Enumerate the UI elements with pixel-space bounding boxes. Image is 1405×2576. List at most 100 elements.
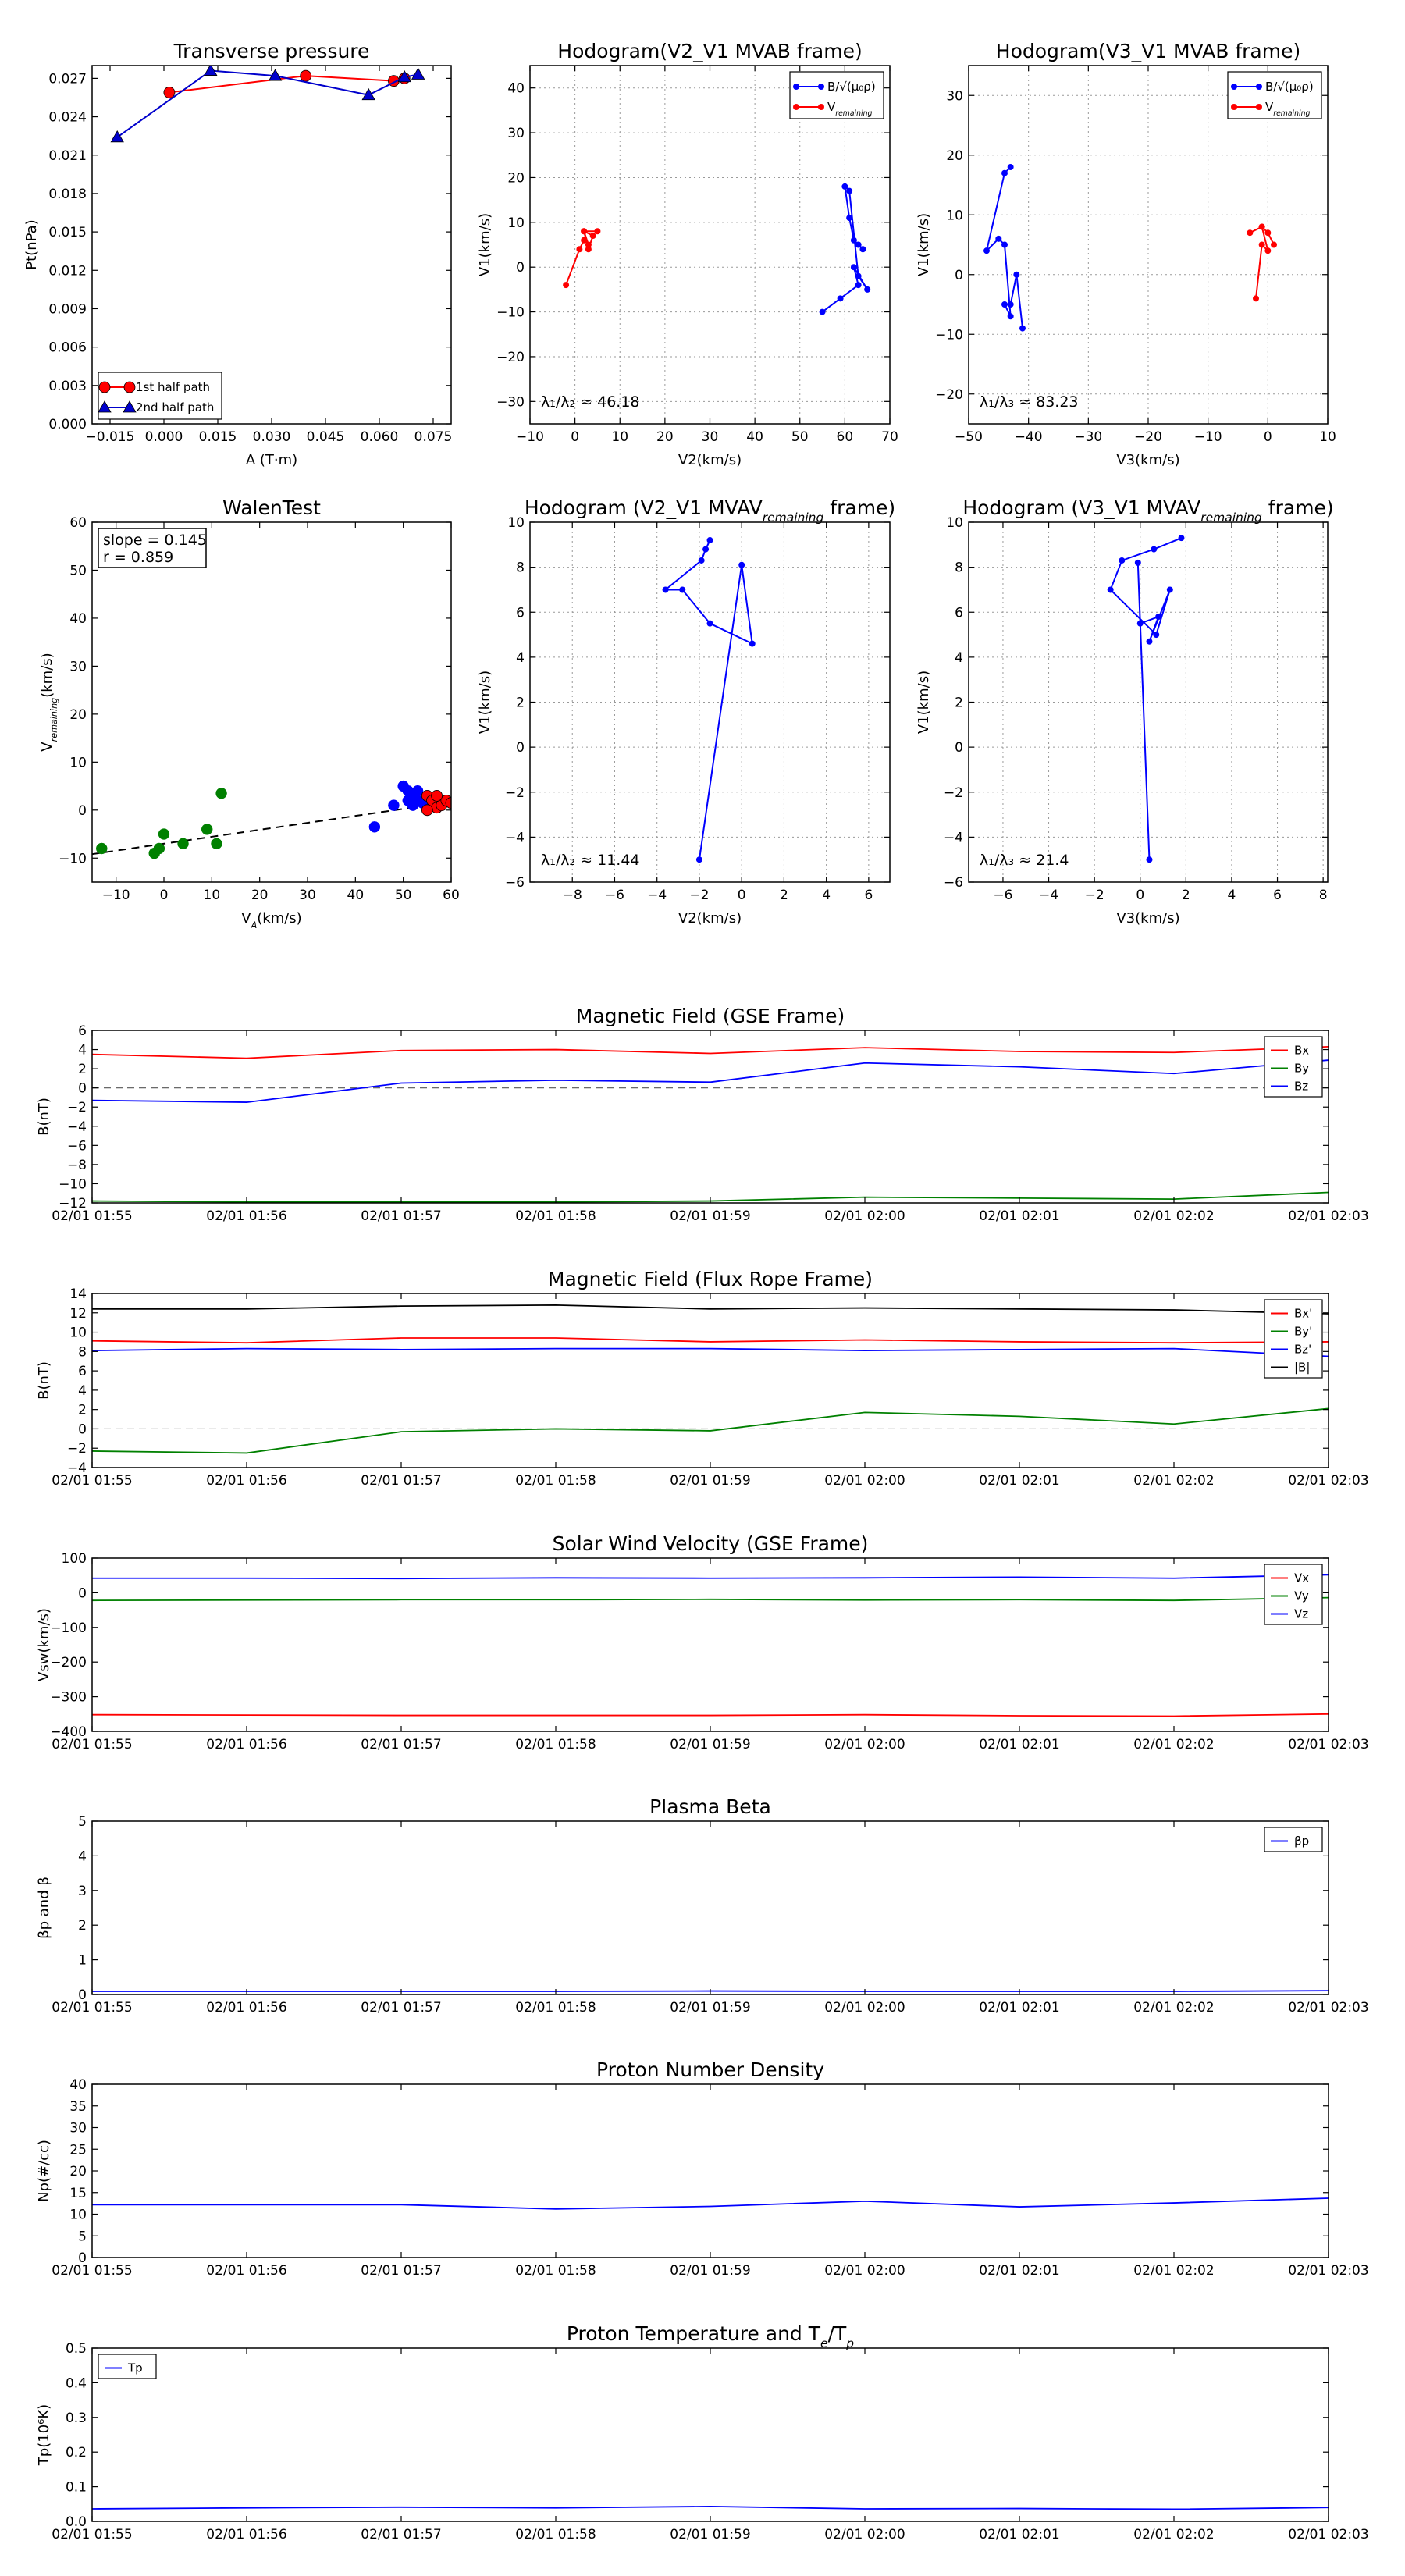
- data-point: [1146, 856, 1153, 863]
- legend-label-part: remaining: [835, 109, 872, 118]
- data-point: [1264, 247, 1272, 254]
- data-point: [1013, 271, 1020, 278]
- chart-title-part: frame): [823, 496, 895, 519]
- legend-label: Vremaining: [827, 100, 873, 118]
- hodogram-v2-v1-mvab-chart: −10 0 10 20 30 40 50 60 70 −30 −20 −10 0 10 20 30 40 Hodo…: [477, 40, 898, 468]
- y-tick-label: 0.003: [48, 379, 87, 394]
- y-tick-label: 10: [69, 1325, 87, 1341]
- data-point: [563, 282, 570, 289]
- legend-marker: [1256, 104, 1262, 110]
- legend-label: B/√(μ₀ρ): [827, 80, 876, 94]
- x-tick-label: −0.015: [86, 429, 135, 445]
- y-tick-label: 8: [955, 560, 963, 576]
- y-tick-label: 0: [78, 803, 87, 819]
- stats-box: [98, 528, 207, 568]
- x-tick-label: 0: [1136, 888, 1144, 903]
- y-tick-label: 0: [955, 740, 963, 756]
- y-tick-label: 8: [516, 560, 525, 576]
- legend-box: [1227, 71, 1322, 119]
- data-point: [698, 557, 705, 564]
- legend-marker: [98, 400, 112, 413]
- x-tick-label: 02/01 02:03: [1288, 1208, 1368, 1224]
- legend-marker: [818, 84, 824, 90]
- y-tick-label: 0.3: [66, 2411, 87, 2426]
- x-axis-label: VA(km/s): [241, 910, 301, 930]
- y-tick-label: 8: [78, 1344, 87, 1360]
- y-tick-label: −30: [496, 394, 525, 410]
- x-tick-label: 20: [656, 429, 674, 445]
- y-tick-label: 10: [507, 515, 525, 531]
- magnetic-field-flux-rope-chart: 02/01 01:55 02/01 01:56 02/01 01:57 02/01 0…: [36, 1268, 1369, 1489]
- legend-label: By': [1294, 1325, 1312, 1339]
- y-tick-label: −10: [935, 327, 963, 343]
- y-tick-label: 0: [78, 1585, 87, 1601]
- fit-line: [91, 801, 452, 856]
- y-axis-label-part: V: [39, 742, 55, 752]
- y-axis-label: V1(km/s): [477, 671, 493, 734]
- legend-label-part: remaining: [1273, 109, 1310, 118]
- chart-title: Solar Wind Velocity (GSE Frame): [553, 1532, 869, 1555]
- proton-number-density-chart: 02/01 01:55 02/01 01:56 02/01 01:57 02/01 0…: [36, 2058, 1369, 2279]
- x-tick-label: 02/01 01:56: [206, 1208, 286, 1224]
- y-axis-label: Vremaining(km/s): [39, 653, 59, 751]
- x-tick-label: 02/01 02:03: [1288, 1737, 1368, 1752]
- y-tick-label: 0.012: [48, 263, 87, 279]
- data-point: [1151, 546, 1158, 553]
- series-line-2: [92, 1574, 1329, 1580]
- series-line-0: [985, 166, 1023, 329]
- y-tick-label: −4: [67, 1119, 87, 1135]
- data-point: [662, 586, 669, 593]
- x-tick-label: 02/01 01:56: [206, 1737, 286, 1752]
- y-tick-label: 0.4: [66, 2375, 87, 2391]
- legend-marker: [1231, 84, 1237, 90]
- y-tick-label: 5: [78, 2229, 87, 2244]
- y-tick-label: −4: [944, 830, 963, 845]
- chart-title-part: e: [820, 2336, 828, 2350]
- legend-box: [1264, 1036, 1323, 1098]
- legend-box: [98, 372, 222, 420]
- y-tick-label: 60: [69, 515, 87, 531]
- y-tick-label: 35: [69, 2099, 87, 2115]
- x-tick-label: 02/01 02:03: [1288, 1473, 1368, 1489]
- x-tick-label: 02/01 01:58: [515, 1737, 596, 1752]
- x-tick-label: 0: [571, 429, 579, 445]
- legend-label: Bz: [1294, 1080, 1308, 1094]
- x-tick-label: 02/01 01:59: [670, 2527, 750, 2542]
- y-tick-label: 5: [78, 1814, 87, 1830]
- y-tick-label: 2: [78, 1062, 87, 1077]
- chart-title-part: /T: [828, 2322, 847, 2345]
- x-tick-label: −10: [516, 429, 544, 445]
- y-tick-label: −100: [50, 1621, 87, 1636]
- x-tick-label: 20: [251, 888, 269, 903]
- legend-label-part: B/√(μ₀ρ): [827, 80, 876, 94]
- y-tick-label: 15: [69, 2186, 87, 2201]
- y-tick-label: −20: [935, 387, 963, 403]
- x-tick-label: 10: [204, 888, 221, 903]
- legend-label: 2nd half path: [136, 400, 214, 415]
- y-tick-label: 20: [69, 2164, 87, 2179]
- x-axis-label-part: A: [251, 920, 258, 930]
- data-point: [706, 537, 713, 544]
- x-tick-label: 02/01 02:00: [824, 1473, 905, 1489]
- series-line-1: [92, 1407, 1329, 1454]
- x-tick-label: 02/01 01:55: [52, 2527, 132, 2542]
- x-tick-label: −6: [605, 888, 624, 903]
- x-tick-label: 2: [1182, 888, 1190, 903]
- x-tick-label: −6: [993, 888, 1012, 903]
- y-tick-label: 40: [507, 81, 525, 97]
- data-point: [368, 821, 381, 833]
- legend-box: [789, 71, 884, 119]
- x-axis-label-part: (km/s): [257, 910, 301, 927]
- x-tick-label: 0: [160, 888, 169, 903]
- legend-label: Vremaining: [1265, 100, 1311, 118]
- y-tick-label: 6: [78, 1023, 87, 1039]
- data-point: [361, 87, 375, 101]
- y-axis-label: V1(km/s): [916, 671, 932, 734]
- plot-area: [92, 1045, 1329, 1203]
- y-axis-label: Np(#/cc): [36, 2140, 52, 2202]
- x-tick-label: 02/01 02:01: [979, 2000, 1059, 2016]
- stats-line: r = 0.859: [103, 549, 173, 566]
- data-point: [431, 789, 443, 802]
- y-tick-label: 2: [78, 1918, 87, 1934]
